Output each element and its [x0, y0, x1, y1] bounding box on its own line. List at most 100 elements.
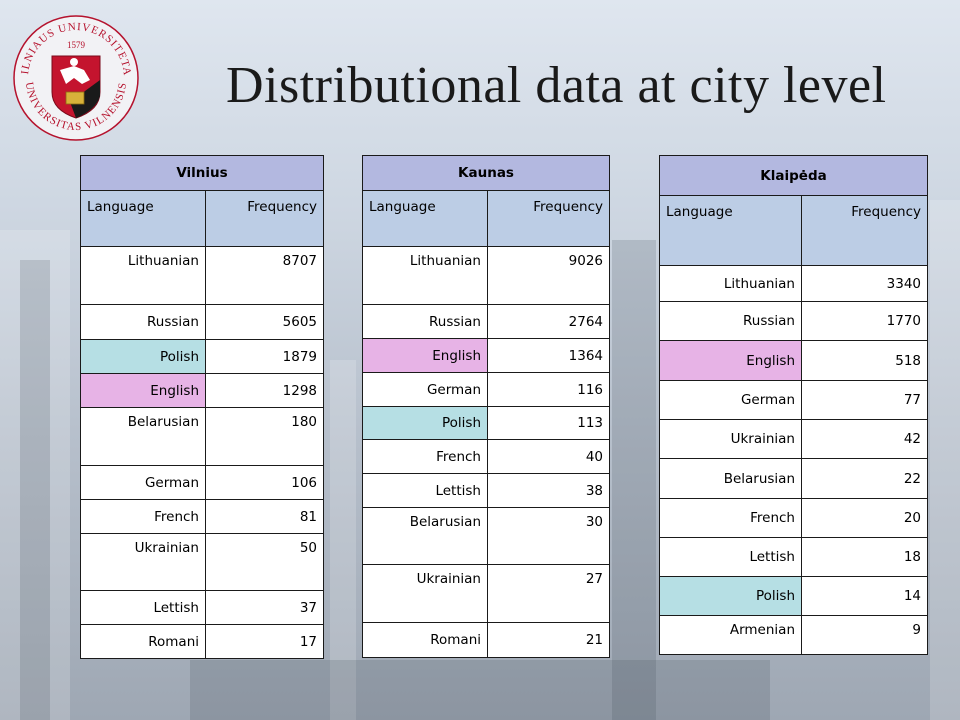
language-cell: Ukrainian — [80, 533, 206, 591]
frequency-cell: 77 — [800, 380, 929, 420]
frequency-cell: 22 — [800, 458, 929, 499]
kaunas-table: Kaunas Language Frequency Lithuanian 902… — [361, 155, 611, 658]
slide-title: Distributional data at city level — [226, 57, 887, 114]
frequency-cell: 5605 — [204, 304, 325, 340]
table-row: French 81 — [80, 499, 325, 534]
table-row: Russian 5605 — [80, 304, 325, 340]
table-row: French 20 — [659, 498, 929, 538]
language-cell: Lettish — [362, 473, 488, 508]
table-row: Ukrainian 27 — [362, 564, 611, 623]
table-row: Belarusian 22 — [659, 458, 929, 499]
column-header-frequency: Frequency — [204, 190, 325, 247]
language-cell: French — [80, 499, 206, 534]
table-row: Lettish 18 — [659, 537, 929, 577]
frequency-cell: 1364 — [486, 338, 611, 373]
table-row: German 116 — [362, 372, 611, 407]
language-cell: Lithuanian — [362, 246, 488, 305]
frequency-cell: 38 — [486, 473, 611, 508]
language-cell: Polish — [362, 406, 488, 440]
frequency-cell: 50 — [204, 533, 325, 591]
table-city-header: Klaipėda — [658, 155, 929, 196]
frequency-cell: 106 — [204, 465, 325, 500]
table-row: Armenian 9 — [659, 615, 929, 655]
column-header-language: Language — [80, 190, 206, 247]
frequency-cell: 116 — [486, 372, 611, 407]
language-cell: Russian — [80, 304, 206, 340]
language-cell: Belarusian — [362, 507, 488, 565]
language-cell: Lettish — [659, 537, 802, 577]
frequency-cell: 8707 — [204, 246, 325, 305]
table-row: Lithuanian 8707 — [80, 246, 325, 305]
language-cell: French — [362, 439, 488, 474]
university-seal-logo: VILNIAUS UNIVERSITETAS UNIVERSITAS VILNE… — [12, 14, 139, 141]
language-cell: Russian — [362, 304, 488, 339]
language-cell: Lithuanian — [659, 265, 802, 302]
language-cell: Polish — [80, 339, 206, 374]
table-row: Polish 1879 — [80, 339, 325, 374]
frequency-cell: 2764 — [486, 304, 611, 339]
language-cell: English — [659, 340, 802, 381]
language-cell: Romani — [362, 622, 488, 658]
klaipeda-table: Klaipėda Language Frequency Lithuanian 3… — [658, 155, 929, 655]
column-header-language: Language — [362, 190, 488, 247]
language-cell: French — [659, 498, 802, 538]
frequency-cell: 180 — [204, 407, 325, 466]
frequency-cell: 9 — [800, 615, 929, 655]
table-row: English 1298 — [80, 373, 325, 408]
frequency-cell: 30 — [486, 507, 611, 565]
language-cell: English — [362, 338, 488, 373]
frequency-cell: 40 — [486, 439, 611, 474]
frequency-cell: 113 — [486, 406, 611, 440]
table-row: German 77 — [659, 380, 929, 420]
frequency-cell: 37 — [204, 590, 325, 625]
frequency-cell: 81 — [204, 499, 325, 534]
language-cell: German — [80, 465, 206, 500]
frequency-cell: 21 — [486, 622, 611, 658]
vilnius-table: Vilnius Language Frequency Lithuanian 87… — [79, 155, 325, 659]
table-row: Romani 21 — [362, 622, 611, 658]
frequency-cell: 1879 — [204, 339, 325, 374]
column-header-frequency: Frequency — [800, 195, 929, 266]
table-row: Lettish 38 — [362, 473, 611, 508]
frequency-cell: 42 — [800, 419, 929, 459]
column-header-language: Language — [659, 195, 802, 266]
language-cell: Belarusian — [659, 458, 802, 499]
table-row: Lithuanian 3340 — [659, 265, 929, 302]
language-cell: Lithuanian — [80, 246, 206, 305]
language-cell: Ukrainian — [362, 564, 488, 623]
language-cell: Polish — [659, 576, 802, 616]
language-cell: Belarusian — [80, 407, 206, 466]
language-cell: Lettish — [80, 590, 206, 625]
language-cell: Armenian — [659, 615, 802, 655]
table-row: Russian 2764 — [362, 304, 611, 339]
column-header-frequency: Frequency — [486, 190, 611, 247]
table-row: Romani 17 — [80, 624, 325, 659]
table-row: Belarusian 30 — [362, 507, 611, 565]
frequency-cell: 9026 — [486, 246, 611, 305]
table-row: Lithuanian 9026 — [362, 246, 611, 305]
frequency-cell: 1770 — [800, 301, 929, 341]
language-cell: Ukrainian — [659, 419, 802, 459]
table-row: Lettish 37 — [80, 590, 325, 625]
frequency-cell: 20 — [800, 498, 929, 538]
table-city-header: Kaunas — [361, 155, 611, 191]
table-row: Belarusian 180 — [80, 407, 325, 466]
table-row: Polish 113 — [362, 406, 611, 440]
frequency-cell: 518 — [800, 340, 929, 381]
table-row: Ukrainian 50 — [80, 533, 325, 591]
frequency-cell: 3340 — [800, 265, 929, 302]
table-row: Polish 14 — [659, 576, 929, 616]
frequency-cell: 1298 — [204, 373, 325, 408]
language-cell: Russian — [659, 301, 802, 341]
table-row: English 1364 — [362, 338, 611, 373]
language-cell: German — [362, 372, 488, 407]
table-row: French 40 — [362, 439, 611, 474]
table-row: Ukrainian 42 — [659, 419, 929, 459]
table-row: German 106 — [80, 465, 325, 500]
language-cell: English — [80, 373, 206, 408]
frequency-cell: 14 — [800, 576, 929, 616]
language-cell: German — [659, 380, 802, 420]
seal-year: 1579 — [67, 40, 86, 50]
frequency-cell: 18 — [800, 537, 929, 577]
table-city-header: Vilnius — [79, 155, 325, 191]
